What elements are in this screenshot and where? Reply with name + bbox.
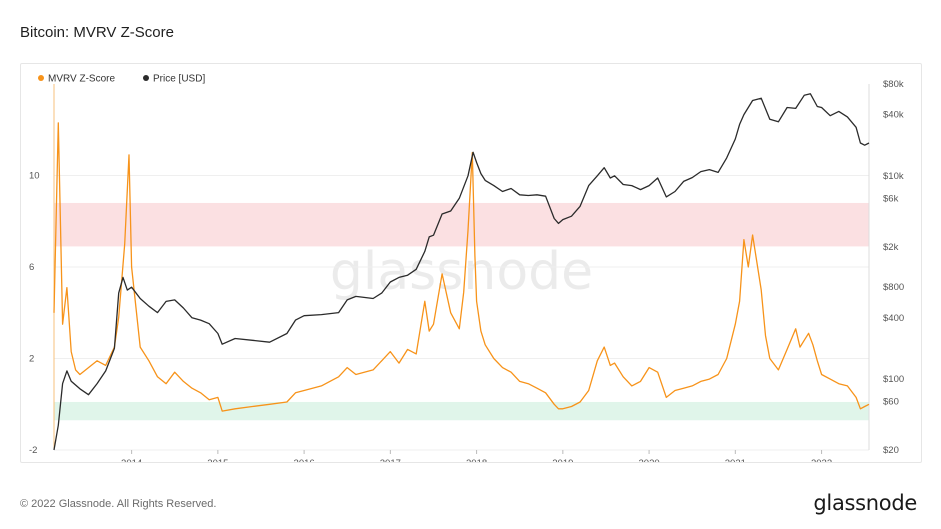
copyright-text: © 2022 Glassnode. All Rights Reserved. xyxy=(20,498,217,510)
chart-title: Bitcoin: MVRV Z-Score xyxy=(20,24,174,41)
x-tick-label: 2014 xyxy=(121,458,142,462)
y-right-tick-label: $10k xyxy=(883,171,904,182)
mvrv-chart[interactable]: glassnode -2 2 6 10 $20 $60 $100 $400 $800 $2k $6k $… xyxy=(21,64,921,463)
y-right-tick-label: $100 xyxy=(883,374,904,385)
y-left-tick-label: -2 xyxy=(29,445,37,456)
price-series-line xyxy=(53,93,870,451)
zscore-series-line xyxy=(53,122,870,412)
legend-price-dot xyxy=(143,75,149,81)
glassnode-logo[interactable]: glassnode xyxy=(813,491,917,515)
watermark: glassnode xyxy=(330,242,593,302)
y-right-tick-label: $80k xyxy=(883,79,904,90)
y-right-tick-label: $800 xyxy=(883,282,904,293)
x-tick-label: 2019 xyxy=(552,458,573,462)
undervalued-band xyxy=(54,401,869,421)
x-tick-label: 2020 xyxy=(639,458,660,462)
x-tick-label: 2021 xyxy=(725,458,746,462)
y-left-tick-label: 6 xyxy=(29,262,34,273)
x-tick-label: 2015 xyxy=(207,458,228,462)
y-right-tick-label: $40k xyxy=(883,110,904,121)
y-right-tick-label: $20 xyxy=(883,445,899,456)
legend-price-label: Price [USD] xyxy=(153,74,205,85)
y-right-tick-label: $60 xyxy=(883,397,899,408)
chart-panel: glassnode -2 2 6 10 $20 $60 $100 $400 $800 $2k $6k $… xyxy=(20,63,922,463)
legend-zscore-label: MVRV Z-Score xyxy=(48,74,115,85)
x-tick-label: 2018 xyxy=(466,458,487,462)
y-left-tick-label: 2 xyxy=(29,354,34,365)
overvalued-band xyxy=(54,202,869,247)
y-right-tick-label: $6k xyxy=(883,193,899,204)
y-right-tick-label: $2k xyxy=(883,242,899,253)
x-tick-label: 2016 xyxy=(294,458,315,462)
y-right-tick-label: $400 xyxy=(883,313,904,324)
y-left-tick-label: 10 xyxy=(29,171,40,182)
legend-zscore-dot xyxy=(38,75,44,81)
x-tick-label: 2022 xyxy=(811,458,832,462)
x-tick-label: 2017 xyxy=(380,458,401,462)
